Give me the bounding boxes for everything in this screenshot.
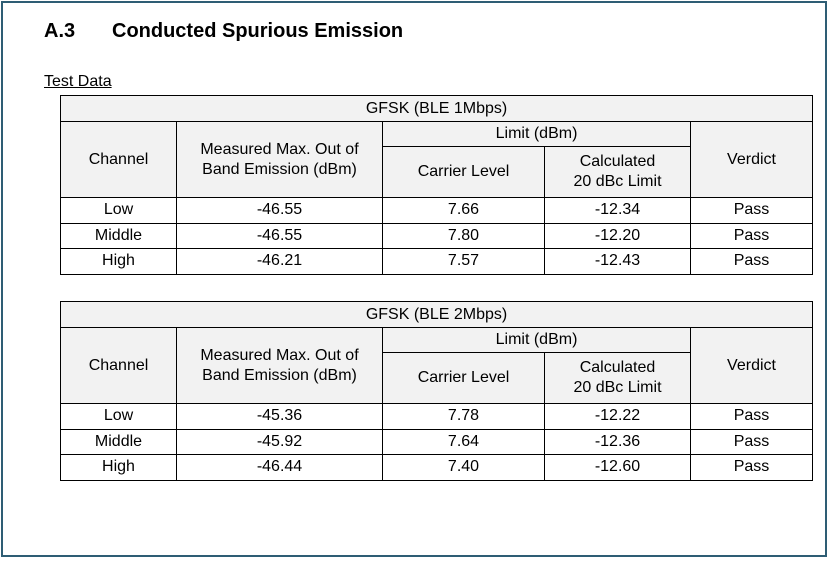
cell-measured: -46.55: [176, 222, 383, 249]
header-limit: Limit (dBm): [382, 327, 691, 353]
cell-channel: Low: [60, 403, 177, 430]
cell-limit: -12.43: [544, 248, 691, 275]
cell-verdict: Pass: [689, 403, 814, 430]
header-verdict: Verdict: [689, 121, 814, 198]
table-row: High -46.21 7.57 -12.43 Pass: [60, 248, 814, 275]
table-row: Low -45.36 7.78 -12.22 Pass: [60, 403, 814, 430]
cell-carrier: 7.57: [382, 248, 545, 275]
cell-verdict: Pass: [689, 454, 814, 481]
cell-carrier: 7.64: [382, 428, 545, 455]
header-calculated-limit: Calculated 20 dBc Limit: [544, 146, 691, 198]
section-number: A.3: [44, 20, 76, 42]
cell-carrier: 7.78: [382, 403, 545, 430]
cell-channel: Middle: [60, 428, 177, 455]
header-channel: Channel: [60, 121, 177, 198]
emission-table-1mbps: GFSK (BLE 1Mbps) Channel Measured Max. O…: [59, 95, 814, 275]
cell-carrier: 7.80: [382, 222, 545, 249]
cell-channel: Low: [60, 197, 177, 224]
header-channel: Channel: [60, 327, 177, 404]
cell-verdict: Pass: [689, 248, 814, 275]
cell-measured: -46.21: [176, 248, 383, 275]
cell-channel: High: [60, 248, 177, 275]
table-title: GFSK (BLE 1Mbps): [59, 95, 814, 122]
cell-limit: -12.34: [544, 197, 691, 224]
table-row: High -46.44 7.40 -12.60 Pass: [60, 454, 814, 481]
header-carrier-level: Carrier Level: [382, 352, 545, 404]
header-measured: Measured Max. Out of Band Emission (dBm): [176, 121, 383, 198]
header-verdict: Verdict: [689, 327, 814, 404]
cell-channel: High: [60, 454, 177, 481]
header-calculated-limit: Calculated 20 dBc Limit: [544, 352, 691, 404]
cell-measured: -46.44: [176, 454, 383, 481]
cell-verdict: Pass: [689, 428, 814, 455]
cell-limit: -12.60: [544, 454, 691, 481]
cell-carrier: 7.40: [382, 454, 545, 481]
table-title: GFSK (BLE 2Mbps): [59, 301, 814, 328]
cell-limit: -12.22: [544, 403, 691, 430]
header-limit: Limit (dBm): [382, 121, 691, 147]
cell-measured: -45.36: [176, 403, 383, 430]
test-data-subheading: Test Data: [44, 73, 112, 90]
cell-measured: -46.55: [176, 197, 383, 224]
table-row: Low -46.55 7.66 -12.34 Pass: [60, 197, 814, 224]
header-carrier-level: Carrier Level: [382, 146, 545, 198]
cell-verdict: Pass: [689, 222, 814, 249]
cell-limit: -12.36: [544, 428, 691, 455]
table-row: Middle -46.55 7.80 -12.20 Pass: [60, 222, 814, 249]
table-row: Middle -45.92 7.64 -12.36 Pass: [60, 428, 814, 455]
cell-limit: -12.20: [544, 222, 691, 249]
emission-table-2mbps: GFSK (BLE 2Mbps) Channel Measured Max. O…: [59, 301, 814, 481]
cell-verdict: Pass: [689, 197, 814, 224]
cell-channel: Middle: [60, 222, 177, 249]
cell-carrier: 7.66: [382, 197, 545, 224]
header-measured: Measured Max. Out of Band Emission (dBm): [176, 327, 383, 404]
section-title: Conducted Spurious Emission: [112, 20, 404, 42]
cell-measured: -45.92: [176, 428, 383, 455]
section-heading: A.3 Conducted Spurious Emission: [44, 20, 403, 43]
